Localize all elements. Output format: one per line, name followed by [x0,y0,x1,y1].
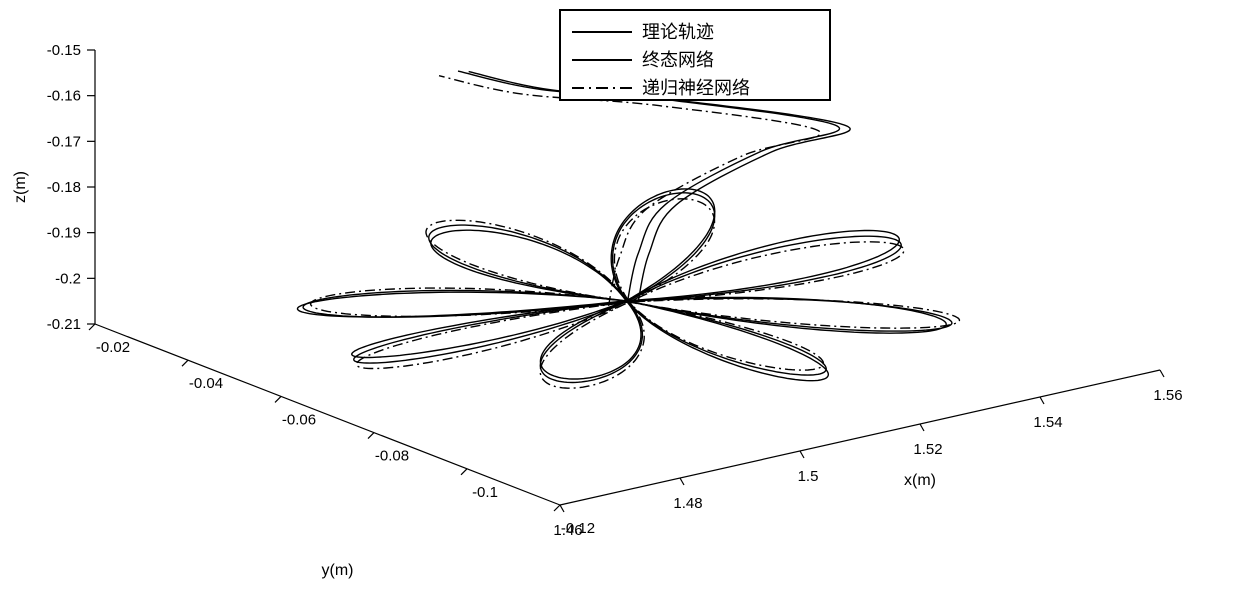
svg-text:-0.08: -0.08 [375,448,409,465]
svg-text:-0.16: -0.16 [47,88,81,105]
svg-text:-0.1: -0.1 [472,484,498,501]
svg-text:-0.02: -0.02 [96,339,130,356]
x-axis-label: x(m) [904,472,936,489]
svg-text:-0.17: -0.17 [47,133,81,150]
svg-text:-0.06: -0.06 [282,411,316,428]
svg-text:1.48: 1.48 [673,495,702,512]
svg-text:1.52: 1.52 [913,441,942,458]
svg-text:-0.15: -0.15 [47,42,81,59]
chart-container: -0.15 -0.16 -0.17 -0.18 -0.19 -0.2 -0.21 z(m) -0… [0,0,1240,589]
chart-svg: -0.15 -0.16 -0.17 -0.18 -0.19 -0.2 -0.21 z(m) -0… [0,0,1240,589]
svg-text:1.46: 1.46 [553,522,582,539]
legend-label: 理论轨迹 [642,22,714,42]
y-axis-label: y(m) [322,562,354,579]
legend-label: 终态网络 [642,50,714,70]
legend-label: 递归神经网络 [642,78,750,98]
svg-text:-0.04: -0.04 [189,375,223,392]
svg-text:-0.19: -0.19 [47,225,81,242]
svg-text:1.56: 1.56 [1153,387,1182,404]
z-axis-label: z(m) [12,171,29,203]
svg-text:-0.2: -0.2 [55,270,81,287]
svg-text:-0.21: -0.21 [47,316,81,333]
svg-text:1.54: 1.54 [1033,414,1062,431]
svg-text:-0.18: -0.18 [47,179,81,196]
svg-text:1.5: 1.5 [798,468,819,485]
